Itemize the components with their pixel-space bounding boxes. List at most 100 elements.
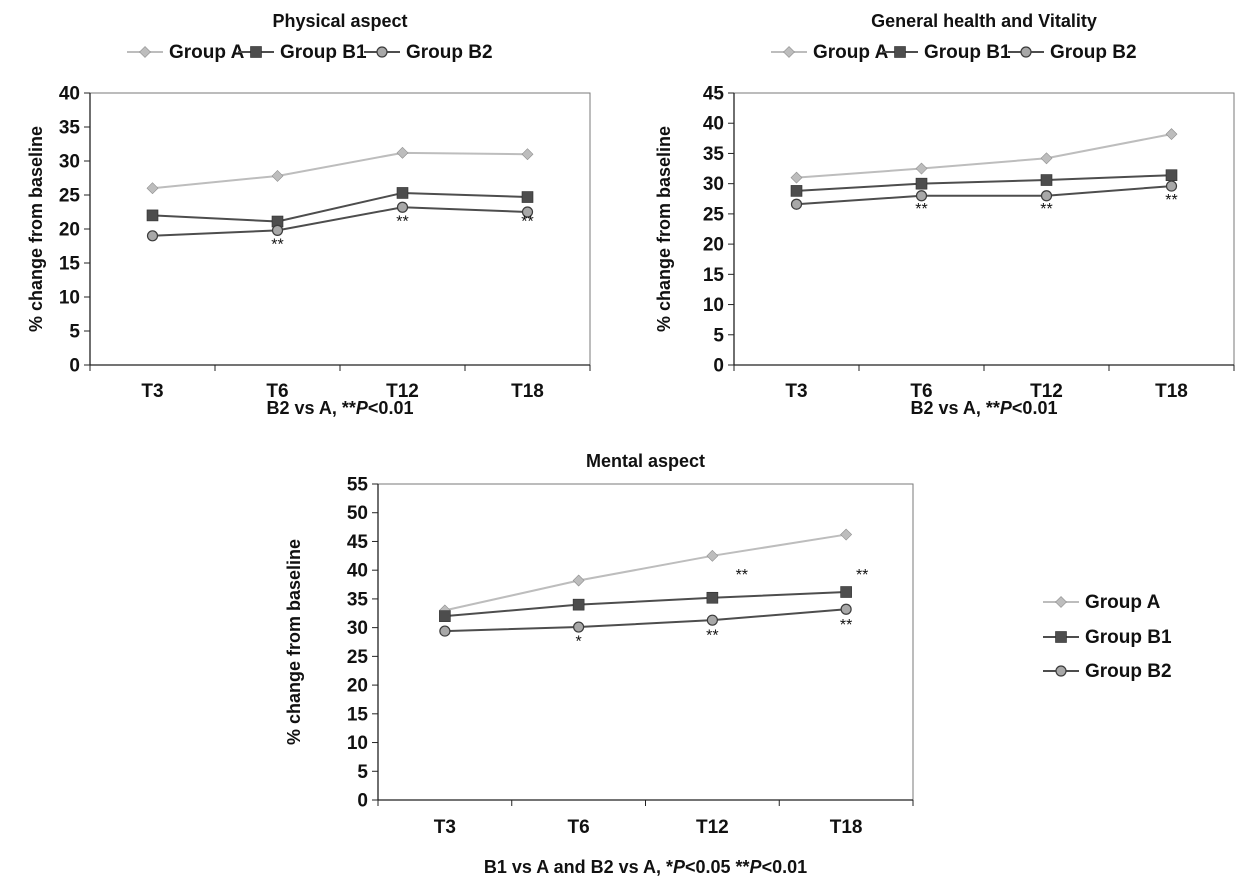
y-tick-label: 40 [703, 114, 724, 135]
data-point [521, 191, 534, 203]
y-tick-label: 25 [59, 186, 81, 207]
x-tick-label: T3 [785, 381, 807, 402]
y-tick-label: 35 [703, 144, 725, 165]
y-tick-label: 5 [357, 762, 368, 783]
y-tick-label: 55 [347, 475, 369, 496]
x-axis-label: B1 vs A and B2 vs A, *P<0.05 **P<0.01 [484, 857, 807, 877]
data-point [706, 614, 718, 626]
chart-3: 0 5 10 15 20 25 30 35 40 45 50 55 T3 T6 T12 T18 Mental a… [284, 451, 1172, 877]
y-tick-label: 40 [347, 561, 368, 582]
legend-label: Group B2 [1085, 661, 1172, 682]
legend-marker [1020, 46, 1032, 58]
y-tick-label: 15 [703, 265, 725, 286]
x-tick-label: T6 [568, 817, 590, 838]
data-point [915, 177, 928, 190]
y-tick-label: 20 [347, 676, 368, 697]
legend-marker [1055, 665, 1067, 677]
legend: Group A Group B1 Group B2 [771, 42, 1137, 63]
y-tick-label: 50 [347, 503, 368, 524]
series-line-2 [796, 174, 1172, 192]
y-tick-label: 5 [713, 325, 724, 346]
significance-marker: ** [1165, 192, 1177, 209]
data-point [439, 610, 451, 622]
data-point [439, 625, 451, 637]
y-tick-label: 15 [347, 704, 369, 725]
series-line-1 [796, 133, 1172, 179]
legend: Group A Group B1 Group B2 [1043, 592, 1172, 682]
data-point [840, 603, 852, 615]
y-tick-label: 15 [59, 254, 81, 275]
x-tick-label: T18 [830, 817, 863, 838]
y-tick-label: 0 [69, 356, 80, 377]
y-tick-label: 25 [703, 204, 725, 225]
chart-2: 0 5 10 15 20 25 30 35 40 45 T3 T6 T12 T18 General heal… [654, 11, 1235, 418]
x-tick-label: T18 [1155, 381, 1188, 402]
y-tick-label: 10 [59, 288, 80, 309]
significance-marker: ** [736, 567, 748, 584]
data-point [790, 198, 803, 210]
x-tick-label: T3 [434, 817, 456, 838]
y-tick-label: 30 [59, 152, 80, 173]
legend-marker [894, 46, 906, 58]
x-tick-label: T12 [1030, 381, 1063, 402]
significance-marker: ** [706, 627, 718, 644]
y-tick-label: 20 [59, 220, 80, 241]
x-tick-label: T3 [141, 381, 163, 402]
legend-marker [376, 46, 388, 58]
legend-label: Group A [813, 42, 889, 63]
series-line-3 [152, 206, 528, 237]
data-point [1040, 174, 1053, 186]
y-axis-label: % change from baseline [284, 539, 304, 745]
series-line-2 [444, 591, 847, 618]
series-line-2 [152, 191, 528, 223]
data-point [396, 146, 409, 159]
y-tick-label: 10 [347, 733, 368, 754]
data-point [521, 206, 534, 218]
series-line-1 [444, 533, 847, 612]
data-point [1040, 152, 1053, 165]
chart-title: General health and Vitality [871, 11, 1097, 31]
plot-area [377, 483, 914, 801]
chart-title: Physical aspect [272, 11, 407, 31]
data-point [790, 185, 803, 197]
data-point [146, 209, 159, 222]
data-point [146, 230, 159, 242]
x-tick-label: T12 [386, 381, 419, 402]
data-point [573, 621, 585, 633]
x-tick-label: T6 [910, 381, 932, 402]
legend-label: Group B2 [1050, 42, 1137, 63]
significance-marker: ** [840, 617, 852, 634]
legend-marker [783, 46, 795, 58]
y-tick-label: 35 [59, 118, 81, 139]
significance-marker: ** [856, 567, 868, 584]
data-point [271, 170, 284, 182]
data-point [1165, 128, 1178, 141]
y-tick-label: 45 [703, 84, 725, 105]
plot-area [733, 92, 1235, 366]
data-point [706, 549, 719, 562]
legend-marker [1055, 596, 1067, 608]
x-tick-label: T6 [266, 381, 288, 402]
y-tick-label: 20 [703, 235, 724, 256]
y-tick-label: 40 [59, 84, 80, 105]
series-line-3 [796, 185, 1172, 206]
legend-marker [139, 46, 151, 58]
x-axis-label: B2 vs A, **P<0.01 [911, 398, 1058, 418]
y-tick-label: 25 [347, 647, 369, 668]
data-point [840, 586, 852, 598]
y-tick-label: 0 [713, 356, 724, 377]
y-tick-label: 5 [69, 322, 80, 343]
y-tick-label: 30 [347, 618, 368, 639]
data-point [1040, 190, 1053, 202]
data-point [396, 187, 409, 199]
data-point [1165, 169, 1178, 182]
data-point [572, 574, 585, 587]
data-point [572, 598, 585, 611]
significance-marker: ** [915, 201, 927, 218]
y-tick-label: 0 [357, 791, 368, 812]
y-tick-label: 35 [347, 589, 369, 610]
significance-marker: ** [521, 213, 533, 230]
legend-label: Group B1 [924, 42, 1011, 63]
